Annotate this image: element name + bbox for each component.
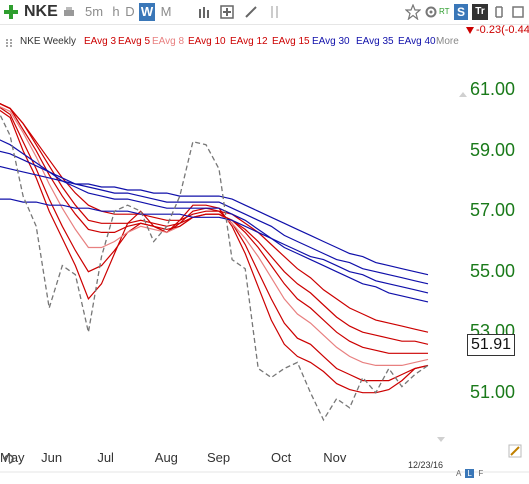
toolbar: NKE 5m h D W M RT S Tr <box>0 0 529 25</box>
pencil-icon[interactable] <box>508 444 522 458</box>
l-button[interactable]: L <box>465 469 475 478</box>
legend-item[interactable]: EAvg 15 <box>272 36 310 47</box>
legend-item[interactable]: EAvg 10 <box>188 36 226 47</box>
refresh-icon[interactable] <box>2 452 16 466</box>
timeframe-m[interactable]: M <box>160 4 172 19</box>
legend-item[interactable]: EAvg 40 <box>398 36 436 47</box>
series-line-eavg-60 <box>0 198 429 294</box>
window-icon[interactable] <box>511 5 525 19</box>
s-button[interactable]: S <box>454 4 468 20</box>
legend-item[interactable]: EAvg 12 <box>230 36 268 47</box>
y-tick-label: 51.00 <box>470 381 516 402</box>
series-line-eavg-8 <box>0 106 429 366</box>
price-change-value: -0.23(-0.44 <box>476 24 529 36</box>
settings-icon[interactable] <box>424 5 438 19</box>
legend-item[interactable]: EAvg 3 <box>84 36 117 47</box>
scroll-up-arrow-icon[interactable] <box>459 92 467 97</box>
scroll-down-arrow-icon[interactable] <box>437 437 445 442</box>
y-tick-label: 57.00 <box>470 200 516 221</box>
add-symbol-icon[interactable] <box>3 4 19 20</box>
series-line-eavg-12 <box>0 103 429 345</box>
x-tick-label: Jun <box>41 450 63 465</box>
y-tick-label: 55.00 <box>470 260 516 281</box>
series-line-eavg-5 <box>0 106 429 382</box>
series-line-eavg-3 <box>0 109 429 394</box>
legend: NKE Weekly More EAvg 3 EAvg 5 EAvg 8 EAvg 1… <box>0 36 529 50</box>
series-line-eavg-10 <box>0 103 428 354</box>
drag-handle-icon[interactable] <box>5 38 13 48</box>
t-button[interactable]: Tr <box>472 4 488 20</box>
last-price-box: 51.91 <box>467 334 515 356</box>
add-study-icon[interactable] <box>220 5 234 19</box>
grid-icon[interactable] <box>268 5 282 19</box>
realtime-badge: RT <box>439 7 450 16</box>
x-tick-label: Nov <box>323 450 347 465</box>
print-icon[interactable] <box>62 5 76 19</box>
legend-title: NKE Weekly <box>20 36 76 47</box>
series-line-eavg-35 <box>0 150 429 285</box>
bottom-bar: A L F <box>456 469 483 478</box>
y-tick-label: 61.00 <box>470 79 516 100</box>
a-button[interactable]: A <box>456 469 461 478</box>
series-line-eavg-15 <box>0 103 429 333</box>
legend-item[interactable]: EAvg 8 <box>152 36 185 47</box>
star-icon[interactable] <box>405 4 421 20</box>
down-arrow-icon <box>466 26 474 34</box>
bar-chart-icon[interactable] <box>198 5 212 19</box>
x-tick-label: Oct <box>271 450 292 465</box>
f-button[interactable]: F <box>478 469 484 478</box>
series-line-nke <box>0 113 429 422</box>
price-change: -0.23(-0.44 <box>466 24 529 36</box>
x-tick-label: Aug <box>154 450 178 465</box>
x-tick-label: Jul <box>97 450 114 465</box>
series-line-eavg-30 <box>0 139 429 303</box>
last-date-label: 12/23/16 <box>408 460 444 470</box>
legend-more-button[interactable]: More <box>436 36 459 47</box>
legend-item[interactable]: EAvg 5 <box>118 36 151 47</box>
timeframe-w[interactable]: W <box>139 3 155 21</box>
y-tick-label: 59.00 <box>470 139 516 160</box>
timeframe-5m[interactable]: 5m <box>84 4 104 19</box>
timeframe-d[interactable]: D <box>125 4 135 19</box>
legend-item[interactable]: EAvg 35 <box>356 36 394 47</box>
draw-pencil-icon[interactable] <box>244 5 258 19</box>
legend-item[interactable]: EAvg 30 <box>312 36 350 47</box>
x-tick-label: Sep <box>207 450 231 465</box>
expand-icon[interactable] <box>492 5 506 19</box>
symbol-label[interactable]: NKE <box>24 3 58 20</box>
timeframe-h[interactable]: h <box>112 4 120 19</box>
series-line-eavg-40 <box>0 165 429 276</box>
